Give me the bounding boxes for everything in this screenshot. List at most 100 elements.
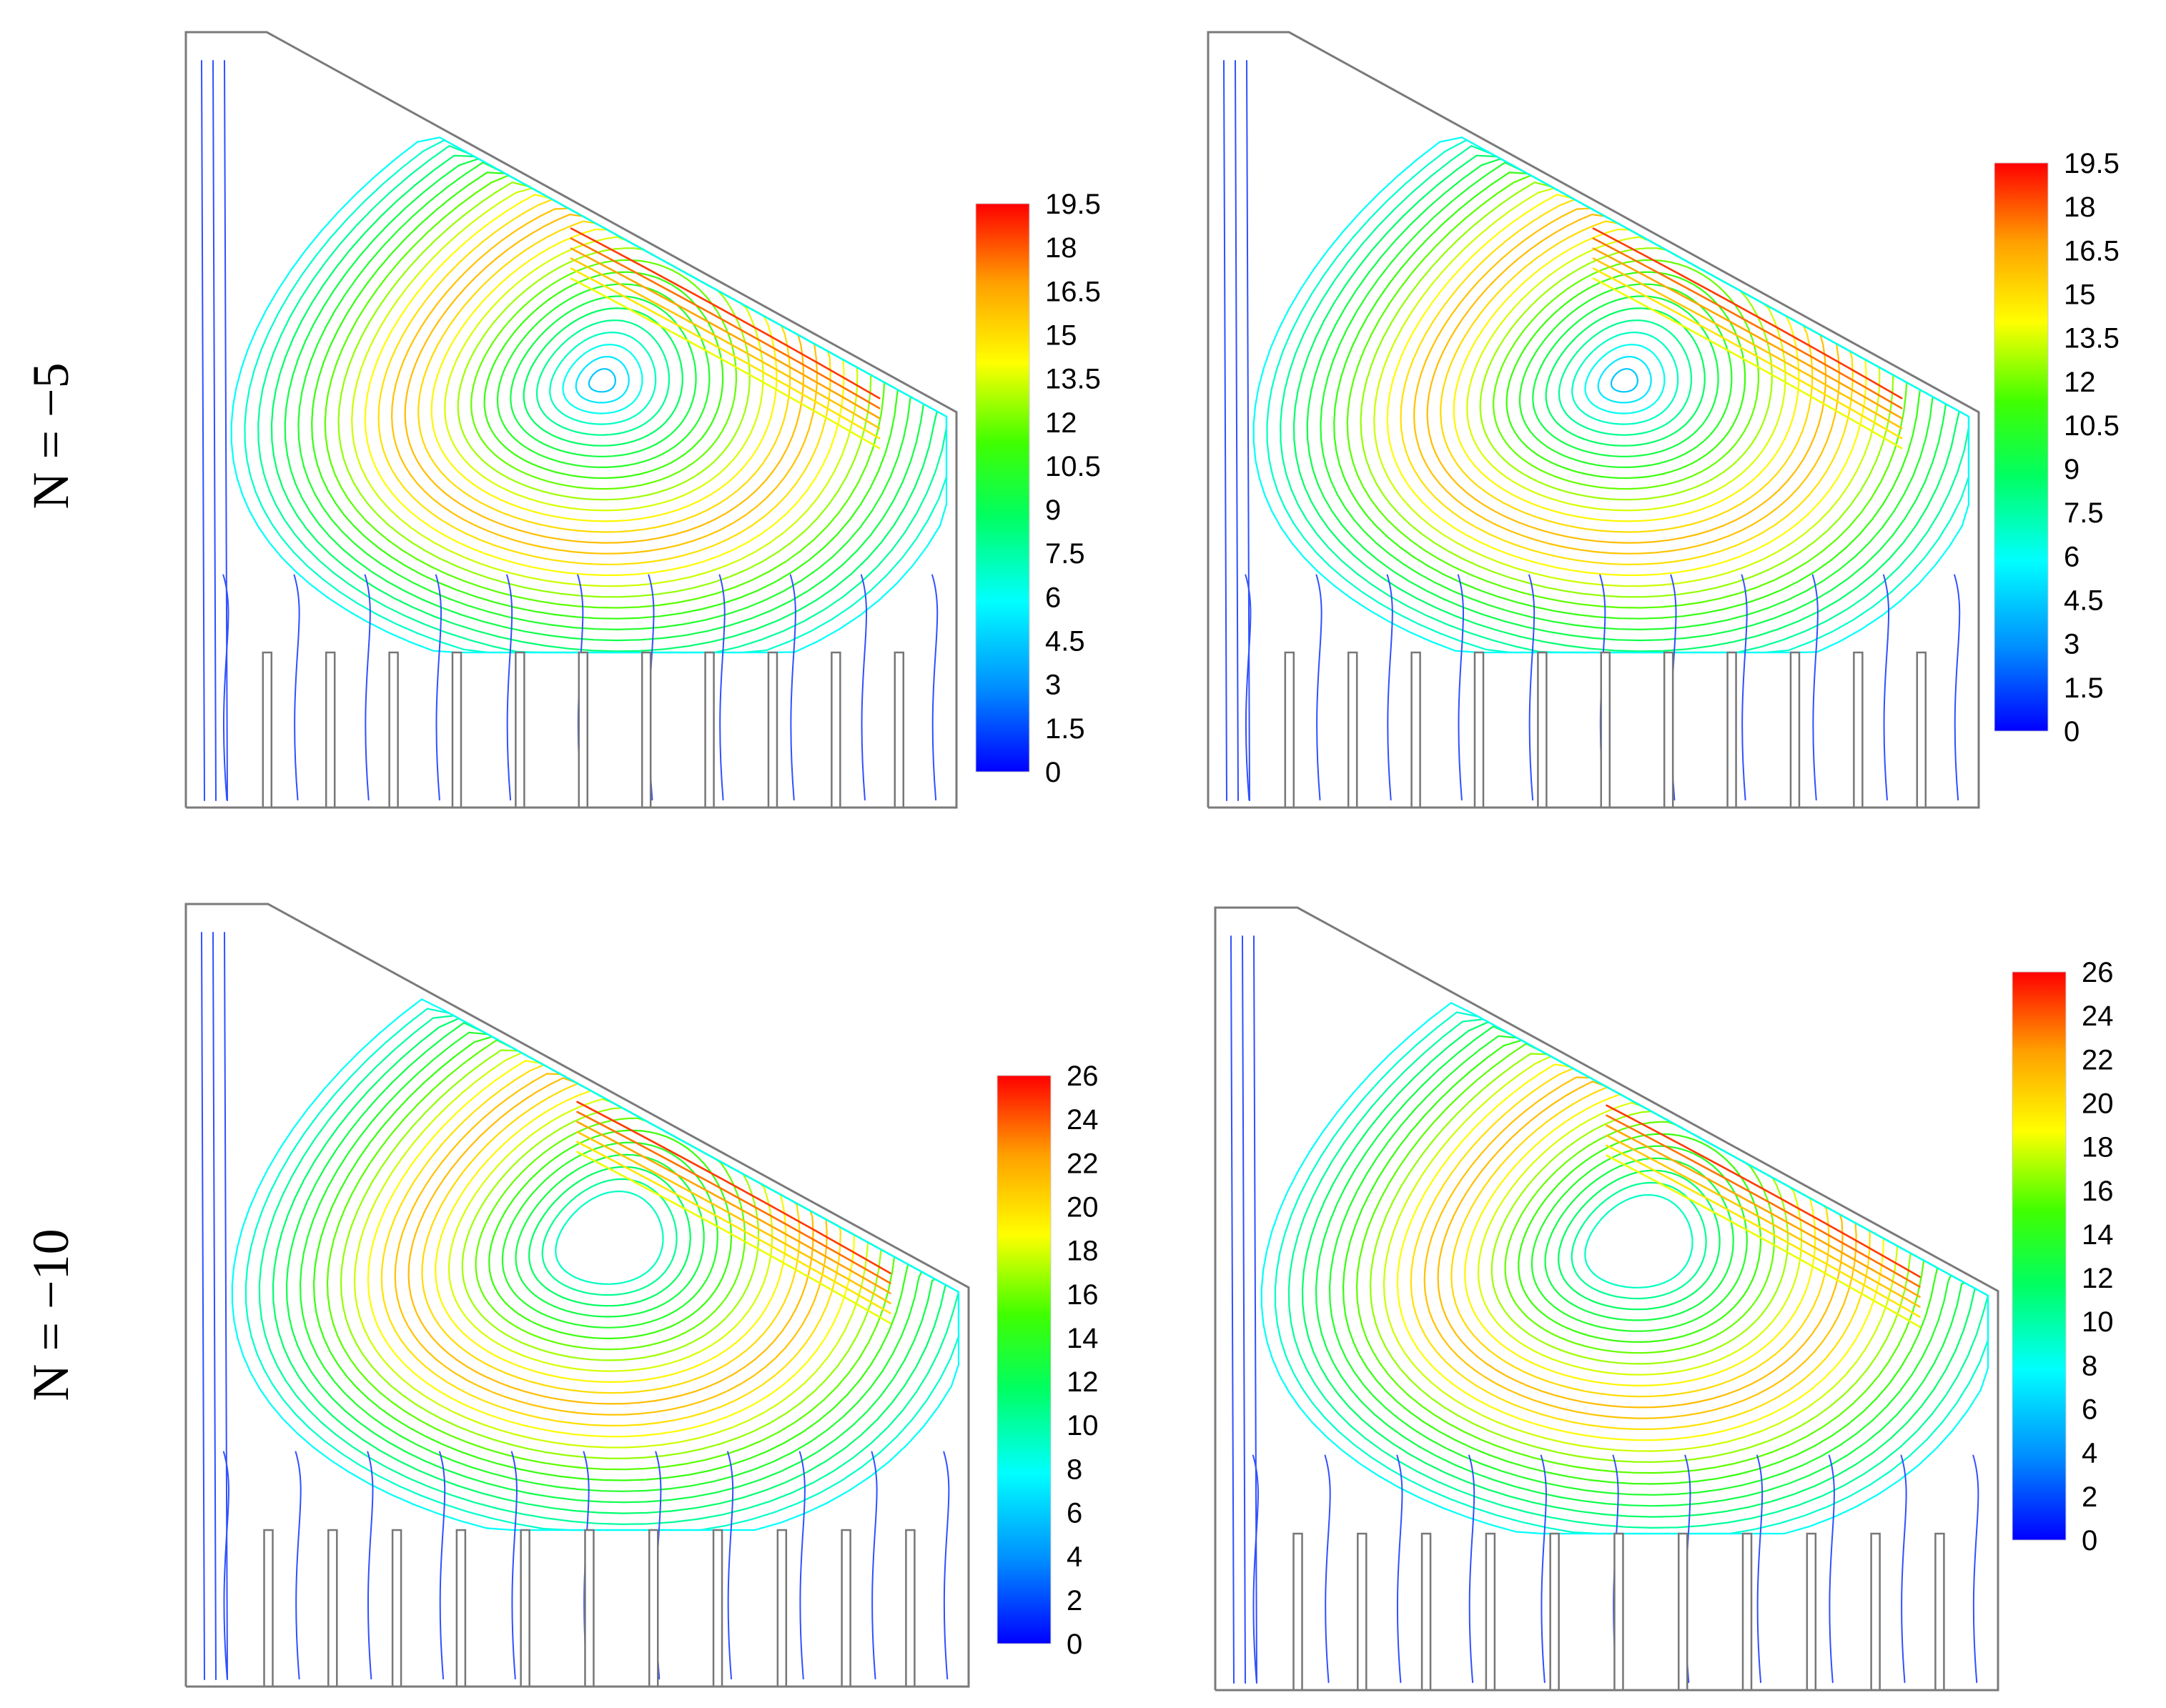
- streamline-wall: [201, 932, 205, 1680]
- fin-plate: [1284, 651, 1295, 809]
- streamline-loop: [1545, 307, 1706, 447]
- fin-plate: [712, 1529, 723, 1688]
- streamline-hot: [1606, 1154, 1921, 1328]
- streamline-loop: [588, 368, 617, 393]
- streamline-hot: [1592, 257, 1903, 430]
- streamlines: [1230, 935, 1989, 1684]
- fin-plate: [1600, 651, 1611, 809]
- fin-plate: [648, 1529, 659, 1688]
- fin-plate: [520, 1529, 530, 1688]
- enclosure-outline: [184, 31, 958, 809]
- colorbar-tick-label: 18: [2064, 192, 2096, 223]
- streamline-descending: [1396, 1454, 1403, 1684]
- colorbar-tick-label: 6: [2064, 541, 2080, 572]
- colorbar-tick-label: 16: [1067, 1279, 1099, 1311]
- streamline-descending: [1540, 1454, 1547, 1684]
- colorbar-frame: [2012, 971, 2067, 1541]
- colorbar-tick-label: 4: [1067, 1541, 1082, 1573]
- colorbar-tick-label: 18: [1045, 232, 1077, 264]
- colorbar-tick-label: 9: [1045, 495, 1061, 526]
- streamline-loop: [1360, 182, 1894, 598]
- streamline-loop: [326, 1039, 896, 1471]
- streamlines: [1223, 60, 1970, 801]
- streamline-wall: [1253, 935, 1257, 1684]
- colorbar-tick-label: 7.5: [2064, 497, 2104, 529]
- colorbar-tick-label: 13.5: [2064, 323, 2120, 354]
- streamline-hot: [570, 237, 881, 409]
- streamline-hot: [576, 1111, 891, 1284]
- streamline-descending: [1315, 574, 1322, 801]
- streamline-descending: [1386, 574, 1393, 801]
- fin-plate: [1806, 1532, 1817, 1692]
- streamline-wall: [224, 60, 228, 801]
- streamline-descending: [1811, 574, 1819, 801]
- fin-plate: [262, 651, 273, 809]
- streamline-hot: [1606, 1114, 1921, 1288]
- streamline-descending: [1528, 574, 1536, 801]
- colorbar-tick-label: 12: [1067, 1366, 1099, 1398]
- streamline-hot: [1606, 1134, 1921, 1308]
- fin-plate: [1789, 651, 1801, 809]
- streamline-loop: [496, 283, 711, 469]
- streamline-loop: [1479, 247, 1773, 501]
- fin-plate: [515, 651, 525, 809]
- streamline-loop: [337, 182, 872, 598]
- streamline-hot: [576, 1121, 891, 1294]
- colorbar-tick-label: 15: [2064, 279, 2096, 310]
- streamline-loop: [367, 1060, 856, 1438]
- colorbar-tick-label: 0: [2064, 716, 2080, 748]
- colorbar-tick-label: 2: [1067, 1585, 1082, 1617]
- colorbar-tick-label: 4: [2082, 1438, 2097, 1469]
- fin-plate: [776, 1529, 788, 1688]
- colorbar-tick-label: 10: [2082, 1306, 2114, 1338]
- colorbar-tick-label: 1.5: [2064, 672, 2104, 704]
- streamline-hot: [570, 257, 881, 430]
- streamline-loop: [1610, 368, 1639, 393]
- colorbar-tick-label: 19.5: [1045, 189, 1101, 220]
- streamline-loop: [1342, 1039, 1939, 1485]
- streamline-descending: [1324, 1454, 1331, 1684]
- streamline-wall: [1223, 60, 1227, 801]
- colorbar-tick-label: 12: [2064, 367, 2096, 398]
- colorbar-frame: [975, 203, 1030, 773]
- streamlines: [201, 60, 948, 801]
- streamline-descending: [1882, 574, 1890, 801]
- streamline-loop: [444, 236, 764, 512]
- colorbar-tick-label: 12: [2082, 1263, 2114, 1294]
- streamline-hot: [576, 1141, 891, 1314]
- streamline-loop: [1386, 194, 1867, 576]
- streamline-descending: [435, 574, 442, 801]
- streamline-loop: [1505, 271, 1746, 480]
- colorbar-tick-label: 26: [1067, 1061, 1099, 1092]
- streamline-wall: [201, 60, 205, 801]
- streamline-loop: [1532, 295, 1719, 457]
- streamline-loop: [1437, 1081, 1844, 1409]
- colorbar-tick-label: 16.5: [2064, 235, 2120, 267]
- streamline-loop: [1396, 1063, 1885, 1441]
- streamlines: [201, 932, 960, 1680]
- fin-plate: [1726, 651, 1737, 809]
- colorbar-tick-label: 18: [1067, 1236, 1099, 1267]
- colorbar: 19.5 18 16.5 15 13.5 12 10.5 9 7.5 6 4.5 3 1.5 0: [975, 189, 1101, 788]
- colorbar-tick-label: 10.5: [1045, 451, 1101, 482]
- streamline-loop: [549, 331, 657, 425]
- colorbar-tick-label: 26: [2082, 957, 2114, 988]
- streamline-descending: [1457, 574, 1465, 801]
- colorbar-tick-label: 16.5: [1045, 276, 1101, 307]
- enclosure-outline: [1214, 906, 1999, 1692]
- streamline-wall: [1242, 935, 1246, 1684]
- fins: [263, 1529, 916, 1688]
- colorbar-tick-label: 18: [2082, 1132, 2114, 1163]
- colorbar-tick-label: 15: [1045, 319, 1077, 351]
- fin-plate: [1613, 1532, 1624, 1692]
- streamline-hot: [1592, 277, 1903, 450]
- streamline-descending: [295, 1451, 302, 1680]
- streamline-loop: [364, 194, 845, 576]
- colorbar-tick-label: 6: [1067, 1498, 1082, 1529]
- colorbar-tick-label: 0: [1045, 757, 1061, 788]
- colorbar-tick-label: 0: [2082, 1525, 2097, 1556]
- streamline-wall: [212, 932, 217, 1680]
- streamline-hot: [576, 1131, 891, 1304]
